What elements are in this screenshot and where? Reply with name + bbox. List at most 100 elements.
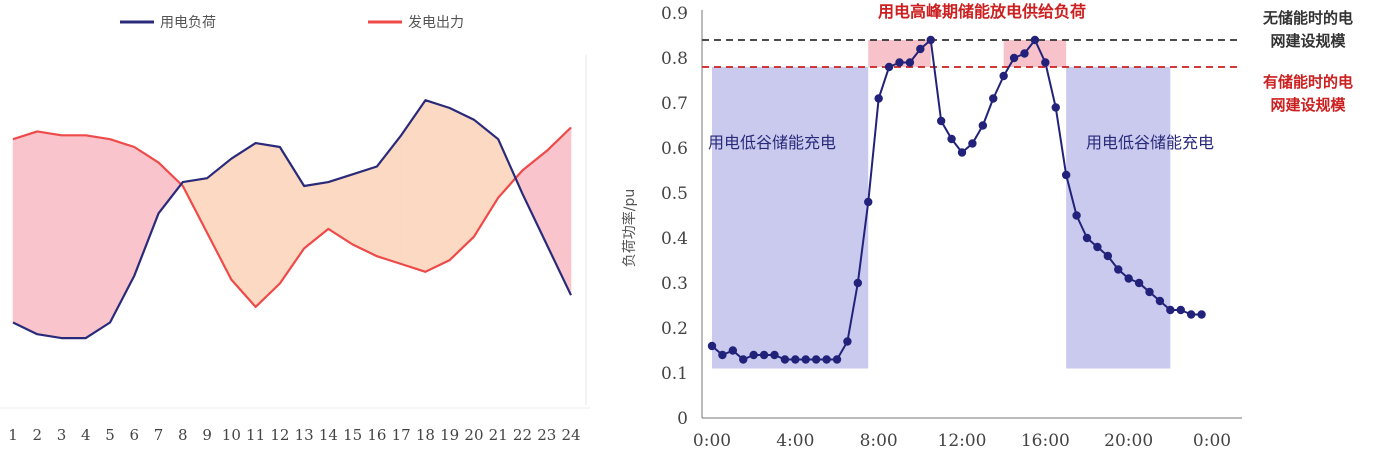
data-point <box>1061 170 1071 180</box>
y-tick-label: 0.8 <box>661 49 688 69</box>
fill-segment-1-0 <box>36 131 62 339</box>
x-tick-label: 15 <box>343 426 362 444</box>
data-point <box>780 355 790 364</box>
data-point <box>1020 49 1029 58</box>
reference-line-label-1: 有储能时的电网建设规模 <box>1263 73 1353 114</box>
data-point <box>739 355 748 364</box>
x-tick-label: 16:00 <box>1021 431 1070 451</box>
fill-segment-14-0 <box>352 166 378 257</box>
x-tick-label: 5 <box>105 426 115 444</box>
shaded-region-3 <box>1003 40 1067 67</box>
data-point <box>1176 305 1185 315</box>
shaded-region-0 <box>712 67 869 369</box>
data-point <box>936 116 946 126</box>
fill-segment-10-0 <box>255 142 281 308</box>
x-tick-label: 4:00 <box>776 431 814 451</box>
data-point <box>989 94 998 103</box>
fill-segment-21-0 <box>522 150 548 245</box>
data-point <box>759 350 769 360</box>
data-point <box>791 355 800 364</box>
load-line <box>12 99 572 340</box>
fill-segment-0-0 <box>12 130 38 335</box>
y-tick-label: 0.2 <box>661 319 688 339</box>
data-point <box>1051 103 1060 112</box>
x-tick-label: 23 <box>537 426 556 444</box>
right-chart: 0 0.1 0.2 0.3 0.4 0.5 0.6 0.7 0.8 0.9 0:00 4:00 8:00… <box>621 2 1353 451</box>
data-point <box>843 337 852 346</box>
data-point <box>874 94 883 103</box>
y-tick-label: 0.1 <box>661 364 688 384</box>
reference-line-label-0: 无储能时的电网建设规模 <box>1262 9 1353 50</box>
y-tick-label: 0.4 <box>661 229 688 249</box>
x-tick-label: 8:00 <box>860 431 898 451</box>
y-tick-label: 0.6 <box>661 139 688 159</box>
data-point <box>822 355 831 364</box>
x-tick-label: 12 <box>270 426 289 444</box>
data-point <box>801 355 810 364</box>
x-tick-label: 20 <box>464 426 483 444</box>
x-tick-label: 7 <box>154 426 164 444</box>
x-tick-label: 17 <box>392 426 411 444</box>
data-point <box>1124 274 1133 283</box>
legend-label: 发电出力 <box>408 15 464 31</box>
fill-segment-5-0 <box>134 146 159 276</box>
fill-segment-18-0 <box>449 107 475 261</box>
data-point <box>916 44 925 54</box>
data-point <box>947 134 956 144</box>
fill-segment-13-0 <box>328 173 353 246</box>
x-tick-label: 24 <box>561 426 580 444</box>
data-point <box>1134 278 1144 288</box>
x-tick-label: 9 <box>202 426 212 444</box>
data-point <box>1186 310 1196 319</box>
region-label-0: 用电低谷储能充电 <box>708 133 836 152</box>
data-point <box>926 35 935 45</box>
y-tick-label: 0.9 <box>661 4 688 24</box>
fill-segment-4-0 <box>109 138 135 323</box>
y-tick-label: 0.5 <box>661 184 688 204</box>
peak-annotation: 用电高峰期储能放电供给负荷 <box>878 2 1086 21</box>
legend-label: 用电负荷 <box>160 15 216 31</box>
data-point <box>968 139 977 148</box>
data-point <box>957 148 967 157</box>
data-point <box>999 71 1008 81</box>
x-tick-label: 19 <box>440 426 459 444</box>
y-tick-label: 0.3 <box>661 274 688 294</box>
x-tick-label: 21 <box>489 426 508 444</box>
x-tick-label: 4 <box>81 426 91 444</box>
x-tick-label: 14 <box>319 426 338 444</box>
data-point <box>1082 233 1092 243</box>
fill-segment-2-0 <box>61 135 87 339</box>
fill-segment-8-0 <box>206 158 232 280</box>
x-tick-label: 3 <box>57 426 67 444</box>
x-tick-label: 12:00 <box>938 431 987 451</box>
region-label-1: 用电低谷储能充电 <box>1086 133 1214 152</box>
data-point <box>1009 53 1019 63</box>
x-tick-label: 10 <box>222 426 241 444</box>
y-tick-label: 0 <box>677 409 688 429</box>
data-point <box>1103 251 1113 261</box>
x-tick-label: 2 <box>32 426 42 444</box>
data-point <box>895 58 904 67</box>
data-point <box>770 350 779 360</box>
data-point <box>1030 35 1040 45</box>
x-tick-label: 18 <box>416 426 435 444</box>
x-tick-label: 16 <box>367 426 386 444</box>
data-point <box>978 121 988 130</box>
x-tick-label: 22 <box>513 426 532 444</box>
data-point <box>832 355 842 364</box>
shaded-region-1 <box>1066 67 1171 369</box>
data-point <box>1145 287 1154 297</box>
x-tick-label: 11 <box>246 426 265 444</box>
data-point <box>728 346 738 355</box>
data-point <box>853 278 863 288</box>
x-tick-label: 6 <box>130 426 140 444</box>
data-point <box>905 58 915 67</box>
x-tick-label: 0:00 <box>693 431 731 451</box>
data-point <box>884 62 894 72</box>
data-point <box>1114 265 1123 274</box>
data-point <box>811 355 821 364</box>
data-point <box>707 341 717 351</box>
data-point <box>1072 211 1081 220</box>
x-tick-label: 13 <box>295 426 314 444</box>
